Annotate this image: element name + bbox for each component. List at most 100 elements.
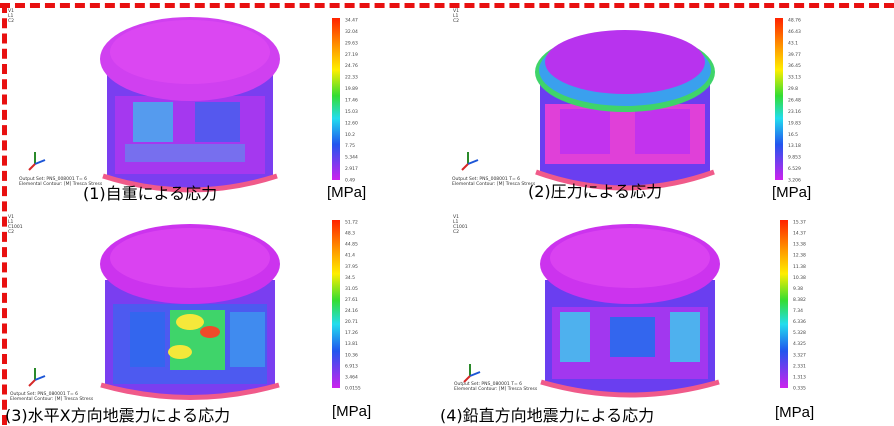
colorbar-tick-label: 0.0155 xyxy=(345,386,361,392)
panel-pressure: V1 L1 C2 Output Set: PNS_008001 T= 6 Ele… xyxy=(450,4,890,209)
tank-model xyxy=(100,224,280,400)
view-label: V1 L1 C2 xyxy=(8,8,14,24)
colorbar-tick-label: 10.38 xyxy=(793,275,806,281)
colorbar-tick-label: 44.85 xyxy=(345,242,358,248)
svg-text:V1: V1 xyxy=(8,214,14,220)
colorbar-tick-label: 9.853 xyxy=(788,155,801,161)
colorbar-tick-label: 5.328 xyxy=(793,330,806,336)
svg-text:Output Set: PNS_008001 T= 6: Output Set: PNS_008001 T= 6 xyxy=(452,176,520,182)
red-dashed-frame-left xyxy=(2,3,7,425)
colorbar-tick-label: 11.38 xyxy=(793,264,806,270)
colorbar-tick-label: 3.206 xyxy=(788,178,801,184)
axis-triad-icon xyxy=(28,368,46,387)
svg-text:C2: C2 xyxy=(453,18,459,24)
caption: (2)圧力による応力 xyxy=(528,182,663,201)
red-dashed-frame-top xyxy=(0,3,894,8)
colorbar-tick-label: 26.48 xyxy=(788,98,801,104)
colorbar-tick-label: 13.38 xyxy=(793,242,806,248)
svg-text:Elemental Contour: [M] Tresca: Elemental Contour: [M] Tresca Stress xyxy=(454,386,538,392)
view-label: V1 L1 C2 xyxy=(453,8,459,24)
colorbar xyxy=(775,18,783,180)
view-label: V1 L1 C1001 C2 xyxy=(8,214,23,235)
colorbar-tick-label: 12.60 xyxy=(345,120,358,126)
colorbar-tick-label: 19.89 xyxy=(345,86,358,92)
colorbar-tick-label: 2.917 xyxy=(345,166,358,172)
caption: (3)水平X方向地震力による応力 xyxy=(5,406,231,425)
colorbar-tick-label: 39.77 xyxy=(788,52,801,58)
unit-label: [MPa] xyxy=(775,404,815,421)
colorbar-tick-label: 48.76 xyxy=(788,18,801,24)
colorbar-tick-label: 3.464 xyxy=(345,374,358,380)
svg-text:Output Set: PNS_008001 T= 6: Output Set: PNS_008001 T= 6 xyxy=(19,176,87,182)
colorbar-tick-label: 37.95 xyxy=(345,264,358,270)
colorbar-tick-label: 48.3 xyxy=(345,231,355,237)
colorbar-tick-label: 27.61 xyxy=(345,297,358,303)
output-footer: Output Set: PNS_008001 T= 6 Elemental Co… xyxy=(19,176,103,187)
colorbar-tick-label: 12.38 xyxy=(793,253,806,259)
colorbar-tick-label: 15.03 xyxy=(345,109,358,115)
colorbar-tick-label: 34.47 xyxy=(345,18,358,24)
colorbar-tick-label: 33.13 xyxy=(788,75,801,81)
colorbar-tick-label: 22.33 xyxy=(345,75,358,81)
colorbar-tick-label: 43.1 xyxy=(788,40,798,46)
colorbar-tick-label: 2.331 xyxy=(793,363,806,369)
axis-triad-icon xyxy=(463,364,481,383)
colorbar-tick-label: 13.18 xyxy=(788,143,801,149)
colorbar-tick-label: 14.37 xyxy=(793,231,806,237)
svg-text:L1: L1 xyxy=(453,13,459,19)
colorbar-tick-label: 15.37 xyxy=(793,220,806,226)
svg-text:L1: L1 xyxy=(8,219,14,225)
panel-self-weight: V1 L1 C2 Output Set: PNS_008001 T= 6 Ele… xyxy=(5,4,445,209)
colorbar-tick-label: 6.529 xyxy=(788,166,801,172)
svg-text:Elemental Contour: [M] Tresca: Elemental Contour: [M] Tresca Stress xyxy=(10,396,94,402)
view-label: V1 L1 C1001 C2 xyxy=(453,214,468,235)
svg-text:L1: L1 xyxy=(8,13,14,19)
stress-contour-plot: V1 L1 C2 Output Set: PNS_008001 T= 6 Ele… xyxy=(452,8,801,191)
caption: (1)自重による応力 xyxy=(83,184,218,203)
colorbar-tick-label: 13.81 xyxy=(345,341,358,347)
axis-triad-icon xyxy=(28,152,46,171)
output-footer: Output Set: PNS_080001 T= 6 Elemental Co… xyxy=(10,391,94,402)
unit-label: [MPa] xyxy=(772,184,812,201)
colorbar xyxy=(332,220,340,388)
panel-vertical-seismic: V1 L1 C1001 C2 Output Set: PNS_080001 T=… xyxy=(440,212,890,425)
colorbar xyxy=(780,220,788,388)
colorbar-tick-label: 1.313 xyxy=(793,374,806,380)
colorbar-tick-label: 36.45 xyxy=(788,63,801,69)
colorbar-tick-label: 17.26 xyxy=(345,330,358,336)
svg-text:Output Set: PNS_080001 T= 6: Output Set: PNS_080001 T= 6 xyxy=(10,391,78,397)
stress-contour-plot: V1 L1 C1001 C2 Output Set: PNS_080001 T=… xyxy=(8,214,361,402)
axis-triad-icon xyxy=(461,152,479,171)
colorbar-tick-label: 41.4 xyxy=(345,253,355,259)
stress-contour-plot: V1 L1 C2 Output Set: PNS_008001 T= 6 Ele… xyxy=(8,8,358,193)
colorbar-tick-label: 23.16 xyxy=(788,109,801,115)
colorbar-tick-label: 24.16 xyxy=(345,308,358,314)
colorbar-tick-label: 29.63 xyxy=(345,40,358,46)
colorbar-tick-labels: 51.72 48.3 44.85 41.4 37.95 34.5 31.05 27.61 24.… xyxy=(345,220,361,392)
colorbar-tick-label: 0.49 xyxy=(345,178,355,184)
colorbar-tick-label: 20.71 xyxy=(345,319,358,325)
colorbar-tick-label: 29.8 xyxy=(788,86,798,92)
svg-text:C1001: C1001 xyxy=(8,224,23,230)
colorbar-tick-label: 6.913 xyxy=(345,363,358,369)
colorbar xyxy=(332,18,340,180)
unit-label: [MPa] xyxy=(332,403,372,420)
colorbar-tick-label: 6.336 xyxy=(793,319,806,325)
svg-text:Elemental Contour: [M] Tresca: Elemental Contour: [M] Tresca Stress xyxy=(452,181,536,187)
colorbar-tick-label: 5.344 xyxy=(345,155,358,161)
colorbar-tick-labels: 34.47 32.04 29.63 27.19 24.76 22.33 19.89 17.46… xyxy=(345,18,358,184)
tank-model xyxy=(535,30,715,191)
colorbar-tick-labels: 48.76 46.43 43.1 39.77 36.45 33.13 29.8 26.48 23… xyxy=(788,18,801,184)
colorbar-tick-labels: 15.37 14.37 13.38 12.38 11.38 10.38 9.38 8.382 7… xyxy=(793,220,806,392)
svg-text:V1: V1 xyxy=(8,8,14,14)
svg-text:L1: L1 xyxy=(453,219,459,225)
svg-text:C2: C2 xyxy=(8,229,14,235)
colorbar-tick-label: 51.72 xyxy=(345,220,358,226)
colorbar-tick-label: 0.335 xyxy=(793,386,806,392)
svg-text:C2: C2 xyxy=(453,229,459,235)
colorbar-tick-label: 16.5 xyxy=(788,132,798,138)
colorbar-tick-label: 4.325 xyxy=(793,341,806,347)
stress-contour-plot: V1 L1 C1001 C2 Output Set: PNS_080001 T=… xyxy=(453,214,806,398)
colorbar-tick-label: 17.46 xyxy=(345,98,358,104)
colorbar-tick-label: 7.75 xyxy=(345,143,355,149)
